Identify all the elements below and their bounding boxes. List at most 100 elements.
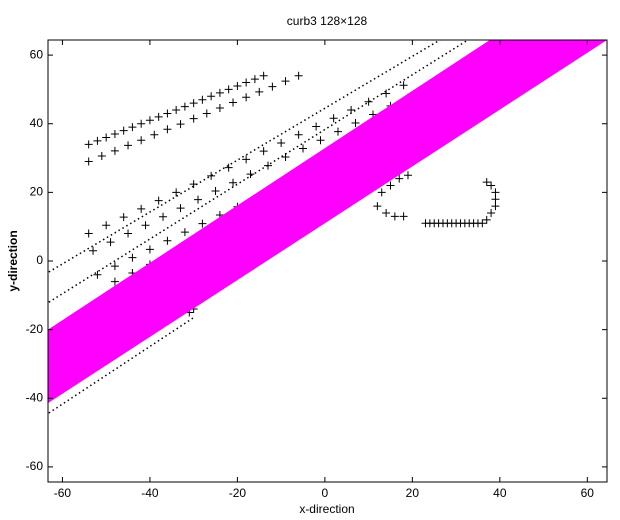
plus-marker — [373, 202, 382, 211]
plus-marker — [84, 157, 93, 166]
plus-marker — [145, 245, 154, 254]
plus-marker — [491, 202, 500, 211]
dotted-line — [48, 40, 469, 303]
plus-marker — [124, 229, 133, 238]
plus-marker — [119, 213, 128, 222]
plus-marker — [154, 112, 163, 121]
plus-marker — [482, 178, 491, 187]
y-tick-label: 40 — [30, 116, 44, 130]
dotted-line — [48, 316, 195, 414]
plus-marker — [194, 195, 203, 204]
plus-marker — [180, 228, 189, 237]
plus-marker — [207, 92, 216, 101]
plus-marker — [250, 75, 259, 84]
plus-marker — [478, 219, 487, 228]
plus-marker — [106, 238, 115, 247]
y-tick-label: -20 — [26, 322, 44, 336]
plus-marker — [246, 170, 255, 179]
plus-marker — [137, 204, 146, 213]
plus-marker — [154, 196, 163, 205]
x-tick-label: 20 — [406, 486, 420, 500]
chart-title: curb3 128×128 — [287, 14, 368, 28]
plus-marker — [491, 195, 500, 204]
plus-marker — [137, 119, 146, 128]
plus-marker — [207, 171, 216, 180]
x-tick-label: -60 — [54, 486, 72, 500]
plus-marker — [93, 270, 102, 279]
plus-marker — [215, 103, 224, 112]
plus-marker — [242, 93, 251, 102]
plus-marker — [163, 125, 172, 134]
plus-marker — [294, 71, 303, 80]
plus-marker — [491, 188, 500, 197]
plus-marker — [110, 262, 119, 271]
plus-marker — [390, 212, 399, 221]
plus-marker — [399, 212, 408, 221]
x-tick-label: 40 — [493, 486, 507, 500]
plus-marker — [198, 95, 207, 104]
plus-marker — [176, 204, 185, 213]
plus-marker — [299, 144, 308, 153]
plus-marker — [259, 71, 268, 80]
plus-marker — [382, 89, 391, 98]
plus-marker — [124, 141, 133, 150]
plus-marker — [189, 114, 198, 123]
plus-marker — [224, 85, 233, 94]
plus-marker — [215, 88, 224, 97]
y-tick-label: 60 — [30, 47, 44, 61]
plus-marker — [172, 106, 181, 115]
plus-marker — [268, 82, 277, 91]
plus-marker — [198, 219, 207, 228]
plus-marker — [93, 136, 102, 145]
plus-marker — [242, 78, 251, 87]
plus-marker — [281, 153, 290, 162]
plus-marker — [229, 98, 238, 107]
plus-marker — [386, 181, 395, 190]
plus-marker — [399, 81, 408, 90]
plus-marker — [128, 253, 137, 262]
plus-marker — [264, 161, 273, 170]
plus-marker — [281, 77, 290, 86]
band — [48, 40, 607, 404]
x-tick-label: -40 — [141, 486, 159, 500]
plus-marker — [180, 102, 189, 111]
plus-marker — [163, 236, 172, 245]
plus-marker — [377, 188, 386, 197]
plus-marker — [145, 116, 154, 125]
plus-marker — [159, 212, 168, 221]
plus-marker — [312, 122, 321, 131]
plus-marker — [255, 87, 264, 96]
y-tick-label: -60 — [26, 459, 44, 473]
plus-marker — [141, 221, 150, 230]
dotted-line — [48, 40, 441, 273]
plus-marker — [487, 208, 496, 217]
plus-marker — [364, 97, 373, 106]
x-tick-label: -20 — [229, 486, 247, 500]
plus-marker — [110, 146, 119, 155]
plus-marker — [84, 229, 93, 238]
plus-marker — [172, 188, 181, 197]
plus-marker — [137, 136, 146, 145]
x-axis-label: x-direction — [299, 502, 354, 516]
plus-marker — [329, 114, 338, 123]
x-tick-label: 0 — [322, 486, 329, 500]
plus-marker — [163, 109, 172, 118]
plus-marker — [229, 178, 238, 187]
plus-marker — [97, 151, 106, 160]
plus-marker — [347, 106, 356, 115]
plus-marker — [316, 136, 325, 145]
plus-marker — [487, 181, 496, 190]
plus-marker — [395, 174, 404, 183]
plus-marker — [189, 180, 198, 189]
plus-marker — [84, 140, 93, 149]
plus-marker — [102, 221, 111, 230]
plus-marker — [277, 138, 286, 147]
plus-marker — [351, 119, 360, 128]
plus-marker — [189, 99, 198, 108]
plus-marker — [242, 155, 251, 164]
plus-marker — [202, 109, 211, 118]
plus-marker — [176, 120, 185, 129]
plus-marker — [89, 246, 98, 255]
